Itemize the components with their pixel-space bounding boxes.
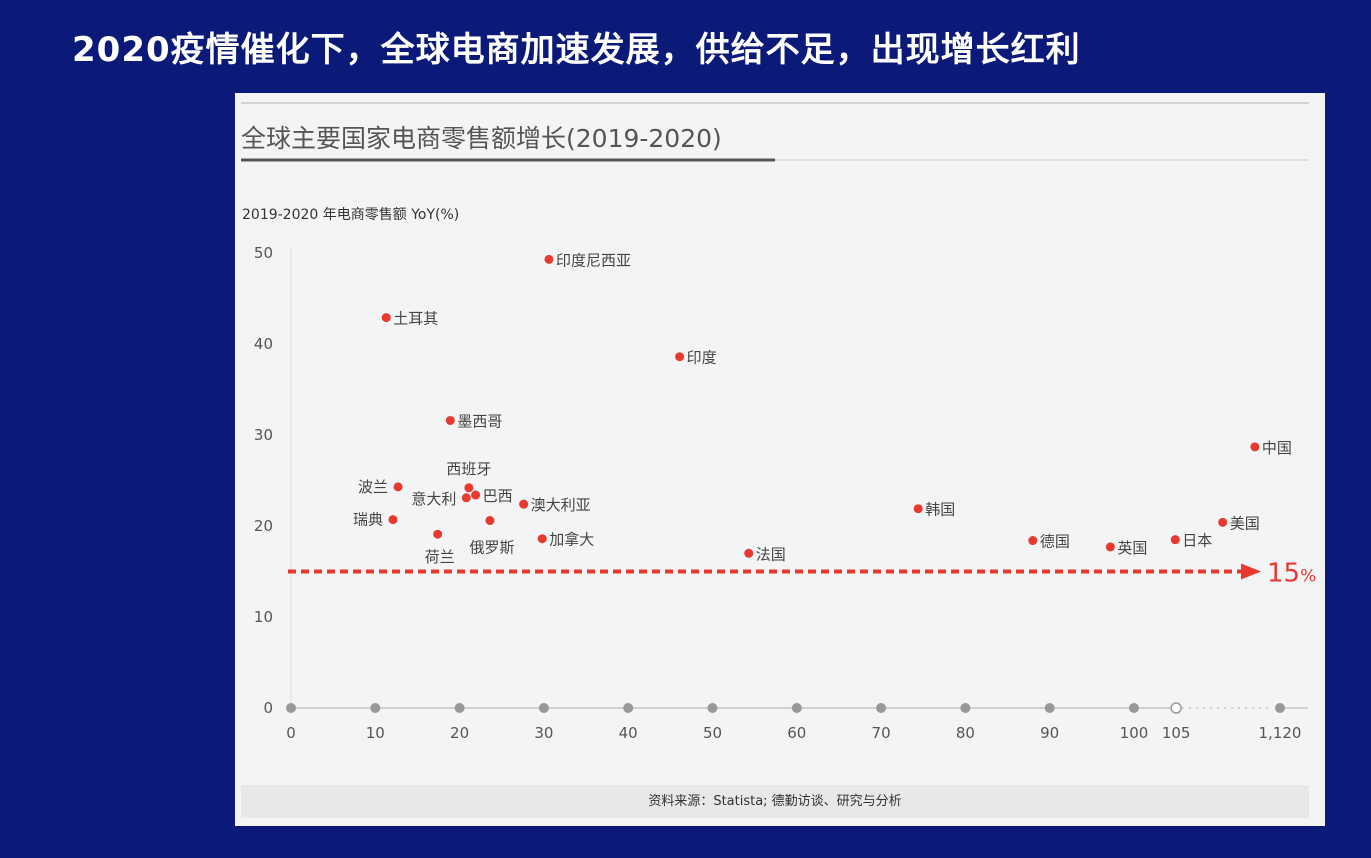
x-tick-marker: [791, 703, 802, 713]
point-label: 印度: [687, 349, 717, 367]
x-tick-marker: [454, 703, 465, 713]
chart-title: 全球主要国家电商零售额增长(2019-2020): [241, 124, 722, 153]
data-point: [1218, 517, 1228, 527]
y-tick-label: 20: [254, 517, 273, 535]
x-tick-marker: [370, 703, 381, 713]
data-point: [445, 415, 455, 425]
data-point: [519, 499, 529, 509]
point-label: 美国: [1230, 514, 1260, 532]
x-tick-label: 50: [703, 724, 722, 742]
x-tick-marker: [538, 703, 549, 713]
slide-headline: 2020疫情催化下，全球电商加速发展，供给不足，出现增长红利: [72, 30, 1081, 70]
point-label: 瑞典: [353, 511, 383, 529]
x-tick-label: 1,120: [1259, 724, 1302, 742]
data-point: [1028, 536, 1038, 546]
data-point: [1250, 442, 1260, 452]
data-point: [744, 548, 754, 558]
point-label: 德国: [1040, 533, 1070, 551]
x-tick-label: 105: [1162, 724, 1191, 742]
data-point: [537, 534, 547, 544]
data-point: [433, 529, 443, 539]
point-label: 澳大利亚: [531, 496, 591, 514]
y-tick-label: 30: [254, 426, 273, 444]
x-tick-marker: [960, 703, 971, 713]
data-point: [464, 483, 474, 493]
point-label: 韩国: [925, 501, 955, 519]
data-point: [393, 482, 403, 492]
y-tick-label: 0: [263, 699, 273, 717]
point-label: 意大利: [411, 490, 456, 508]
point-label: 波兰: [358, 478, 388, 496]
point-label: 法国: [756, 545, 786, 563]
x-tick-marker: [707, 703, 718, 713]
x-tick-label: 20: [450, 724, 469, 742]
y-tick-label: 10: [254, 608, 273, 626]
data-point: [485, 516, 495, 526]
point-label: 墨西哥: [457, 412, 502, 430]
x-tick-marker: [1129, 703, 1139, 713]
x-tick-label: 80: [956, 724, 975, 742]
arrow-icon: [1241, 563, 1261, 580]
y-tick-label: 50: [254, 244, 273, 262]
point-label: 英国: [1117, 539, 1147, 557]
x-tick-marker: [1170, 702, 1182, 714]
chart-card: 0 10 20 30 40 50 0 10 20 30 40 50 60 70 80 90 100 105 1,12…: [235, 93, 1325, 826]
source-note: 资料来源：Statista; 德勤访谈、研究与分析: [241, 785, 1309, 818]
data-point: [675, 352, 685, 362]
x-tick-label: 0: [286, 724, 296, 742]
data-point: [388, 515, 398, 525]
point-label: 俄罗斯: [469, 539, 514, 557]
point-label: 日本: [1182, 532, 1212, 550]
data-point: [913, 504, 923, 514]
x-tick-marker: [1044, 703, 1055, 713]
x-tick-marker: [286, 703, 296, 713]
data-point: [1170, 535, 1180, 545]
x-tick-label: 60: [787, 724, 806, 742]
x-tick-marker: [623, 703, 634, 713]
x-tick-label: 10: [366, 724, 385, 742]
data-point: [544, 254, 554, 264]
point-label: 加拿大: [549, 531, 594, 549]
x-tick-label: 100: [1120, 724, 1149, 742]
point-label: 荷兰: [425, 548, 455, 566]
point-label: 印度尼西亚: [556, 251, 631, 269]
data-point: [471, 490, 481, 500]
data-point: [381, 313, 391, 323]
x-tick-label: 70: [872, 724, 891, 742]
point-label: 土耳其: [393, 310, 438, 328]
y-tick-label: 40: [254, 335, 273, 353]
x-tick-label: 90: [1040, 724, 1059, 742]
scatter-chart: 0 10 20 30 40 50 0 10 20 30 40 50 60 70 80 90 100 105 1,12…: [241, 102, 1316, 742]
reference-line-label: 15%: [1267, 559, 1316, 589]
x-tick-label: 30: [534, 724, 553, 742]
x-tick-label: 40: [619, 724, 638, 742]
x-tick-marker: [876, 703, 887, 713]
data-point: [461, 493, 471, 503]
point-label: 巴西: [483, 487, 513, 505]
y-axis-label: 2019-2020 年电商零售额 YoY(%): [242, 207, 460, 223]
data-point: [1105, 542, 1115, 552]
point-label: 中国: [1262, 439, 1292, 457]
x-tick-marker: [1275, 703, 1285, 713]
point-label: 西班牙: [446, 460, 491, 478]
